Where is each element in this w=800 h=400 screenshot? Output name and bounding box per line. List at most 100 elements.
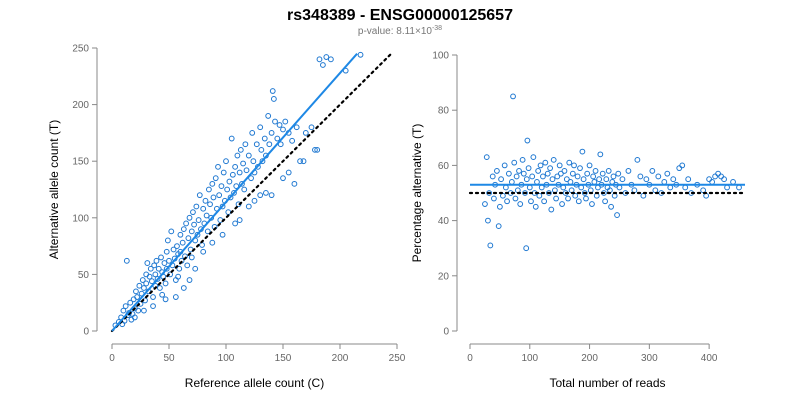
data-point — [128, 316, 135, 323]
data-point — [530, 154, 537, 161]
data-point — [548, 206, 555, 213]
data-point — [272, 118, 278, 125]
data-point — [136, 282, 143, 289]
data-point — [245, 152, 252, 159]
data-point — [236, 169, 243, 176]
data-point — [557, 170, 564, 177]
y-tick-label: 60 — [438, 161, 450, 172]
data-point — [583, 195, 589, 202]
data-point — [567, 179, 574, 185]
data-point — [715, 170, 721, 177]
data-point — [498, 176, 504, 183]
data-point — [147, 265, 154, 272]
data-point — [228, 135, 235, 142]
data-point — [258, 146, 265, 153]
data-point — [168, 228, 175, 235]
pvalue-prefix: p-value: 8.11×10 — [358, 26, 432, 37]
data-point — [559, 201, 565, 207]
data-point — [661, 179, 668, 185]
y-tick-label: 100 — [72, 213, 89, 224]
data-point — [489, 173, 496, 180]
data-point — [162, 280, 169, 287]
data-point — [482, 201, 488, 207]
x-tick-label: 300 — [641, 353, 658, 364]
data-point — [502, 184, 509, 191]
data-point — [209, 180, 216, 187]
data-point — [608, 203, 614, 210]
data-point — [282, 118, 289, 125]
x-tick-label: 50 — [163, 353, 175, 364]
data-point — [289, 137, 296, 144]
data-point — [574, 173, 581, 180]
data-point — [199, 242, 205, 248]
data-point — [550, 156, 557, 163]
data-point — [159, 291, 166, 298]
data-point — [615, 170, 622, 177]
data-point — [302, 130, 309, 136]
data-point — [592, 168, 599, 174]
data-point — [152, 271, 159, 278]
data-point — [487, 242, 494, 249]
data-point — [685, 176, 692, 183]
data-point — [212, 175, 219, 182]
data-point — [625, 168, 632, 174]
data-point — [266, 141, 273, 148]
data-point — [265, 113, 272, 119]
data-point — [204, 228, 211, 235]
data-point — [133, 288, 139, 295]
y-tick-label: 150 — [72, 157, 89, 168]
data-point — [534, 179, 540, 185]
data-point — [227, 194, 234, 201]
percentage-alternative-scatter-panel: 0 100 200 300 400 0 20 40 60 80 100 Total number of… — [410, 51, 747, 390]
data-point — [536, 192, 543, 199]
data-point — [494, 168, 500, 174]
data-point — [179, 239, 186, 246]
data-point — [575, 198, 582, 205]
data-point — [528, 198, 534, 205]
data-point — [259, 158, 266, 165]
data-point — [139, 277, 146, 283]
y-tick-label: 40 — [438, 216, 450, 227]
data-point — [120, 307, 127, 314]
data-point — [161, 260, 168, 266]
data-point — [146, 273, 153, 280]
data-point — [591, 179, 598, 185]
data-point — [549, 176, 556, 183]
data-point — [565, 195, 571, 202]
data-point — [150, 294, 156, 300]
y-tick-label: 100 — [432, 51, 449, 62]
data-point — [312, 146, 318, 153]
data-point — [522, 190, 528, 196]
data-point — [637, 173, 644, 180]
data-point — [544, 170, 551, 177]
chart-subtitle: p-value: 8.11×10-38 — [358, 25, 442, 37]
x-tick-label: 400 — [701, 353, 718, 364]
data-point — [151, 262, 158, 269]
data-point — [225, 209, 232, 216]
data-point — [196, 192, 203, 199]
data-point — [736, 184, 742, 191]
data-point — [180, 285, 187, 291]
data-point — [223, 158, 229, 165]
data-point — [300, 158, 307, 165]
data-point — [236, 217, 243, 223]
data-point — [263, 189, 269, 196]
data-point — [577, 165, 583, 172]
data-point — [185, 235, 192, 242]
data-point — [243, 167, 250, 174]
data-point — [233, 183, 240, 190]
data-point — [523, 176, 530, 183]
data-point — [712, 173, 719, 180]
data-point — [166, 257, 172, 264]
data-point — [158, 254, 164, 261]
data-point — [556, 162, 563, 169]
data-point — [512, 195, 519, 202]
data-point — [215, 163, 221, 170]
data-point — [143, 280, 150, 287]
data-point — [226, 178, 233, 185]
data-point — [180, 226, 187, 233]
data-point — [649, 168, 656, 174]
data-point — [239, 180, 245, 187]
y-tick-label: 50 — [78, 270, 90, 281]
